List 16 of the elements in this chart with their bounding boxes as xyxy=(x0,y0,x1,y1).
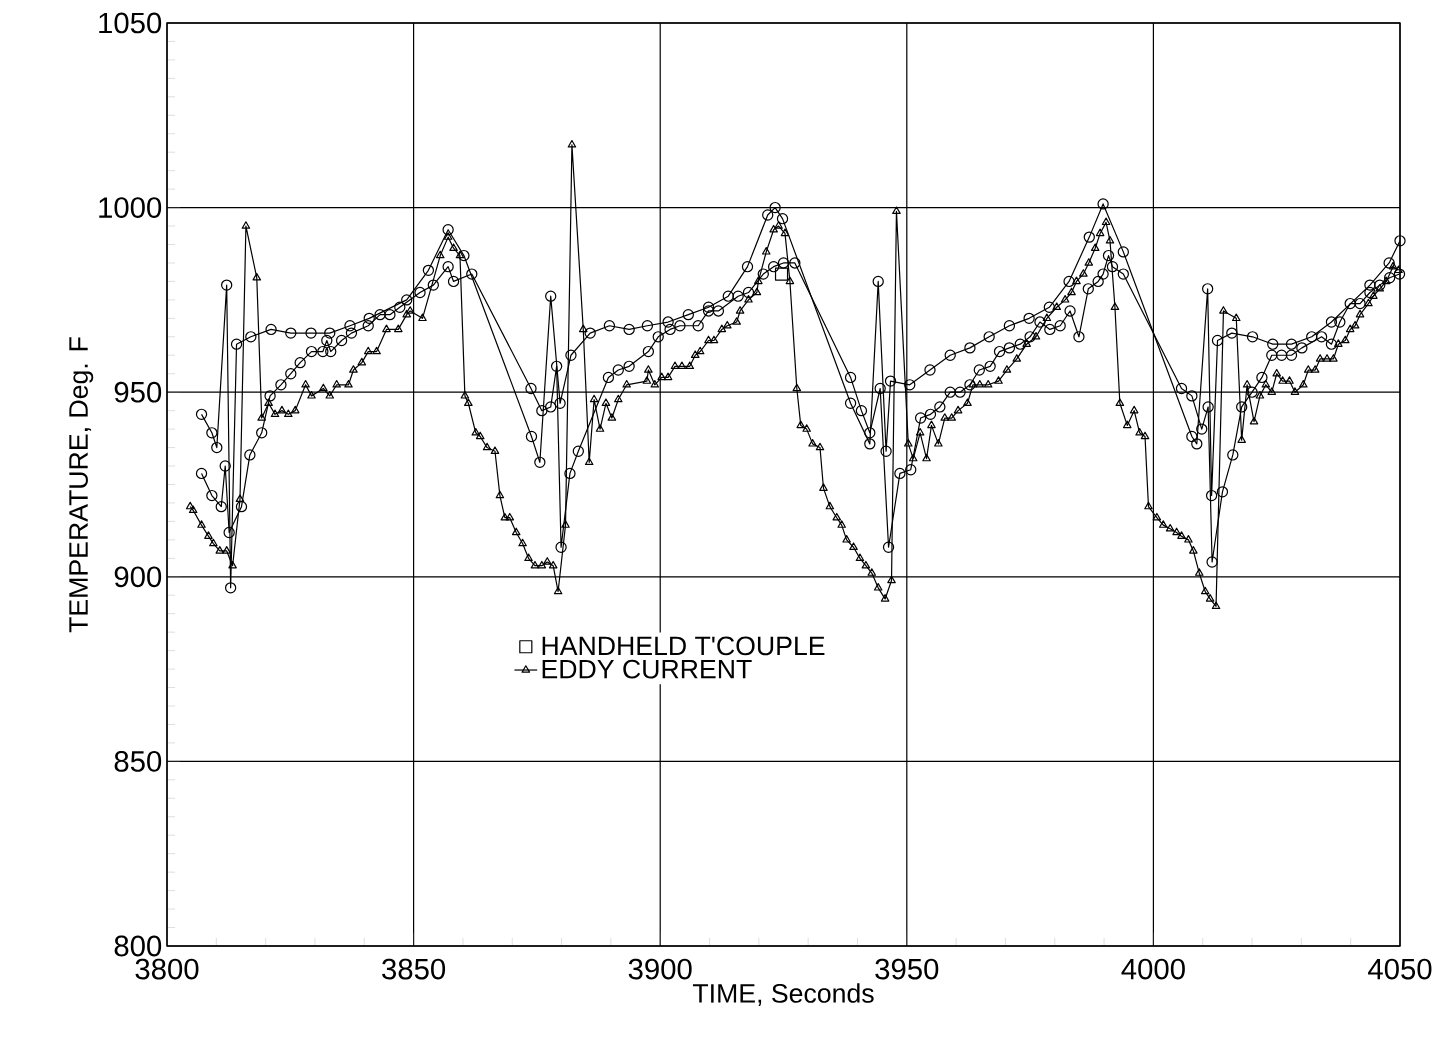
x-tick-label: 4000 xyxy=(1121,958,1185,980)
legend-label: EDDY CURRENT xyxy=(542,659,752,679)
y-tick-label: 850 xyxy=(114,750,162,772)
y-tick-label: 1050 xyxy=(99,12,162,34)
x-tick-label: 4050 xyxy=(1368,958,1432,980)
x-tick-label: 3800 xyxy=(135,958,199,980)
y-tick-label: 950 xyxy=(114,381,162,403)
y-tick-label: 800 xyxy=(114,935,162,957)
x-tick-label: 3900 xyxy=(628,958,692,980)
y-tick-label: 1000 xyxy=(99,197,162,218)
x-tick-label: 3850 xyxy=(382,958,446,980)
x-axis-title: TIME, Seconds xyxy=(692,983,874,1007)
y-axis-title: TEMPERATURE, Deg. F xyxy=(69,337,94,633)
legend-label: HANDHELD T'COUPLE xyxy=(542,636,825,656)
y-tick-label: 900 xyxy=(114,566,162,588)
x-tick-label: 3950 xyxy=(875,958,939,980)
